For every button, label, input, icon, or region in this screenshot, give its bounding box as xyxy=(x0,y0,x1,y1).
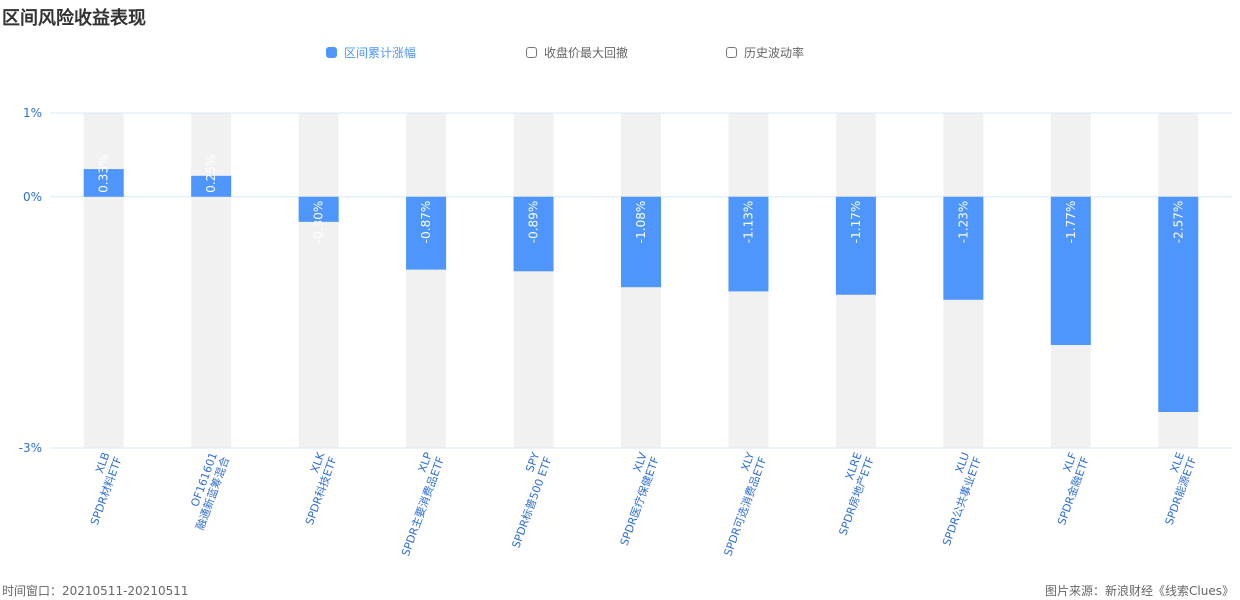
bar-value-label: -0.30% xyxy=(312,201,326,243)
bar-background-band xyxy=(513,113,554,448)
y-tick-label: -3% xyxy=(19,441,42,455)
bar-value-label: -0.87% xyxy=(419,201,433,243)
legend-item-volatility[interactable]: 历史波动率 xyxy=(726,44,804,61)
x-tick-label: XLRESPDR房地产ETF xyxy=(824,451,877,538)
x-tick-label: SPYSPDR标普500 ETF xyxy=(497,450,554,550)
bar[interactable] xyxy=(1050,196,1091,345)
bar[interactable] xyxy=(728,196,769,292)
y-tick-label: 1% xyxy=(23,106,42,120)
bar-value-label: -1.77% xyxy=(1064,201,1078,243)
legend-label: 收盘价最大回撤 xyxy=(544,46,629,60)
x-tick-label: XLYSPDR可选消费品ETF xyxy=(709,450,769,558)
bar-value-label: -1.17% xyxy=(849,201,863,243)
bar-value-label: -1.23% xyxy=(956,201,970,243)
legend-checkbox-unchecked-icon[interactable] xyxy=(526,47,537,58)
bar[interactable] xyxy=(298,196,339,222)
x-tick-label: XLVSPDR医疗保健ETF xyxy=(606,450,663,547)
bar[interactable] xyxy=(513,196,554,272)
bar-value-label: 0.25% xyxy=(204,155,218,193)
bar[interactable] xyxy=(1158,196,1199,412)
legend-item-cumulative-return[interactable]: 区间累计涨幅 xyxy=(326,44,416,61)
x-tick-label: XLFSPDR金融ETF xyxy=(1043,451,1092,527)
x-tick-code: XLY xyxy=(739,450,758,472)
bar[interactable] xyxy=(191,175,232,197)
x-tick-label: XLUSPDR公共事业ETF xyxy=(928,451,984,548)
bar-value-label: -0.89% xyxy=(527,201,541,243)
legend-checkbox-checked-icon[interactable] xyxy=(326,47,337,58)
x-tick-label: XLBSPDR材料ETF xyxy=(76,451,125,527)
bar-value-label: -2.57% xyxy=(1171,201,1185,243)
bar-background-band xyxy=(298,113,339,448)
legend: 区间累计涨幅 收盘价最大回撤 历史波动率 xyxy=(0,44,1240,64)
bar-value-label: -1.13% xyxy=(741,201,755,243)
bar[interactable] xyxy=(83,169,124,197)
x-tick-label: XLESPDR能源ETF xyxy=(1150,451,1199,527)
bar-background-band xyxy=(191,113,232,448)
legend-item-max-drawdown[interactable]: 收盘价最大回撤 xyxy=(526,44,628,61)
y-tick-label: 0% xyxy=(23,190,42,204)
chart-title: 区间风险收益表现 xyxy=(2,8,146,29)
legend-label: 区间累计涨幅 xyxy=(344,46,417,60)
legend-label: 历史波动率 xyxy=(744,46,805,60)
x-tick-label: OF161601融通新蓝筹混合 xyxy=(181,451,232,532)
bar[interactable] xyxy=(406,196,447,270)
bar[interactable] xyxy=(621,196,661,288)
x-tick-label: XLPSPDR主要消费品ETF xyxy=(387,450,447,558)
bar-value-label: 0.33% xyxy=(97,155,111,193)
bar-background-band xyxy=(406,113,447,448)
bar-background-band xyxy=(83,113,124,448)
bar-value-label: -1.08% xyxy=(634,201,648,243)
bar[interactable] xyxy=(943,196,984,300)
x-tick-code: XLF xyxy=(1061,451,1080,474)
x-tick-label: XLKSPDR科技ETF xyxy=(291,450,340,527)
image-source-text: 图片来源：新浪财经《线索Clues》 xyxy=(1045,584,1234,598)
legend-checkbox-unchecked-icon[interactable] xyxy=(726,47,737,58)
time-window-text: 时间窗口：20210511-20210511 xyxy=(2,584,189,598)
bar[interactable] xyxy=(835,196,876,295)
